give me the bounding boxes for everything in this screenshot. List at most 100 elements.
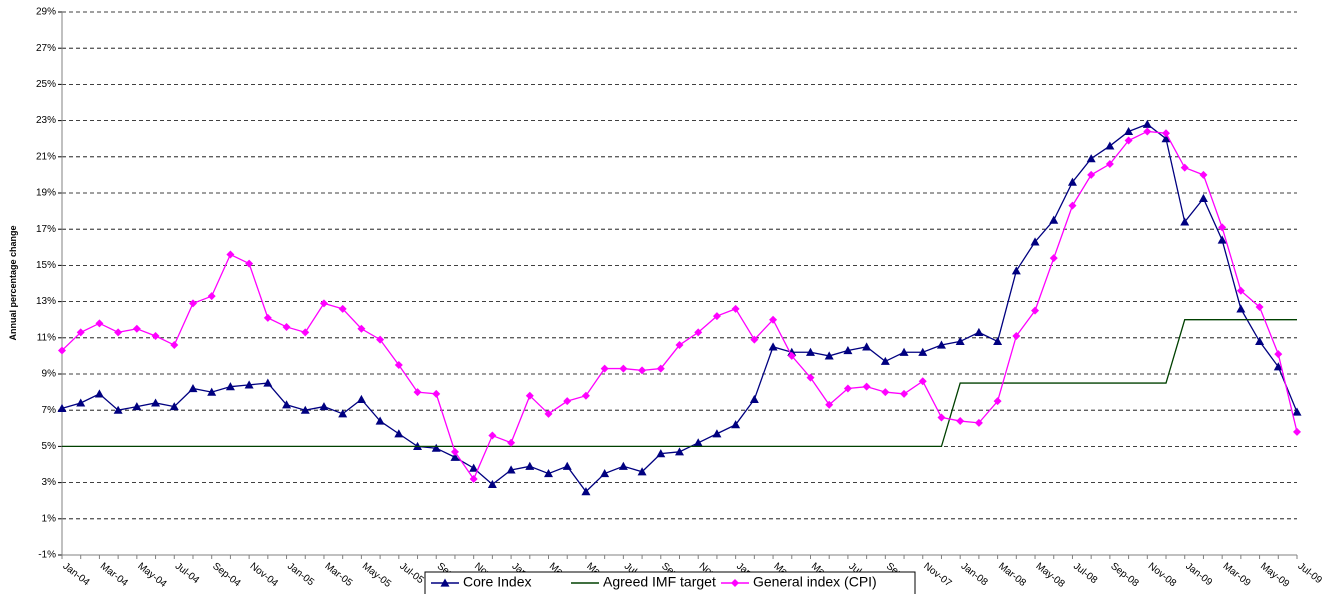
- data-point: [244, 380, 254, 389]
- data-point: [993, 397, 1002, 406]
- data-point: [507, 438, 516, 447]
- data-point: [675, 447, 684, 456]
- data-point: [581, 391, 590, 400]
- data-point: [993, 336, 1003, 346]
- y-axis-label: Annual percentage change: [8, 225, 18, 340]
- data-point: [225, 382, 235, 391]
- data-point: [263, 313, 272, 322]
- data-point: [1217, 235, 1227, 244]
- data-point: [132, 324, 141, 333]
- data-point: [544, 409, 553, 418]
- data-point: [1049, 215, 1059, 224]
- data-point: [749, 394, 759, 403]
- data-point: [1255, 303, 1264, 312]
- data-point: [469, 463, 479, 472]
- data-point: [132, 402, 142, 411]
- data-point: [207, 292, 216, 301]
- legend-marker: [440, 578, 450, 587]
- data-point: [1198, 193, 1208, 203]
- data-point: [188, 299, 197, 308]
- data-point: [805, 347, 815, 356]
- data-point: [169, 402, 179, 411]
- data-point: [1236, 286, 1245, 295]
- data-point: [76, 398, 86, 407]
- x-tick-label: Jan-05: [285, 561, 316, 589]
- data-point: [301, 328, 310, 337]
- data-point: [170, 341, 179, 350]
- data-point: [357, 324, 366, 333]
- data-point: [787, 347, 797, 356]
- data-point: [900, 389, 909, 398]
- data-point: [1105, 141, 1115, 150]
- x-tick-label: Jan-04: [61, 561, 92, 589]
- data-point: [768, 342, 778, 351]
- data-point: [76, 328, 85, 337]
- data-point: [1011, 266, 1021, 275]
- data-point: [394, 429, 404, 438]
- data-point: [619, 364, 628, 373]
- y-tick-label: 19%: [36, 188, 56, 199]
- y-tick-label: 15%: [36, 260, 56, 271]
- data-point: [1086, 154, 1096, 163]
- data-point: [937, 413, 946, 422]
- data-point: [974, 418, 983, 427]
- data-point: [300, 405, 310, 414]
- data-point: [469, 474, 478, 483]
- y-tick-label: 21%: [36, 151, 56, 162]
- data-point: [862, 342, 872, 351]
- x-tick-label: Jan-08: [959, 561, 990, 589]
- y-tick-label: 29%: [36, 7, 56, 18]
- series-line: [62, 319, 1297, 448]
- x-tick-label: Mar-05: [322, 561, 354, 589]
- data-point: [319, 299, 328, 308]
- x-tick-label: May-08: [1034, 561, 1067, 590]
- data-point: [263, 378, 273, 387]
- data-point: [188, 383, 198, 393]
- data-point: [824, 351, 834, 360]
- data-point: [1180, 163, 1189, 172]
- data-point: [918, 347, 928, 356]
- data-point: [656, 364, 665, 373]
- data-point: [94, 389, 104, 398]
- data-point: [843, 384, 852, 393]
- data-point: [1124, 136, 1133, 145]
- data-point: [487, 479, 497, 489]
- x-tick-label: Jan-09: [1183, 561, 1214, 589]
- data-point: [563, 397, 572, 406]
- data-point: [1161, 134, 1171, 143]
- y-tick-label: 25%: [36, 79, 56, 90]
- x-tick-label: May-09: [1258, 561, 1291, 590]
- data-point: [413, 388, 422, 397]
- x-tick-label: Mar-08: [996, 561, 1028, 589]
- data-point: [58, 346, 66, 355]
- data-point: [769, 315, 778, 324]
- data-point: [750, 335, 759, 344]
- y-tick-label: 7%: [42, 405, 57, 416]
- data-point: [862, 382, 871, 391]
- data-point: [1124, 126, 1134, 136]
- data-point: [57, 403, 67, 412]
- series-line: [61, 123, 1298, 493]
- data-point: [245, 259, 254, 268]
- y-tick-label: -1%: [38, 550, 56, 561]
- legend-label: Agreed IMF target: [603, 574, 716, 590]
- data-point: [151, 331, 160, 340]
- x-tick-label: Mar-04: [98, 561, 130, 589]
- data-point: [338, 409, 348, 418]
- data-point: [974, 327, 984, 336]
- x-tick-label: Nov-08: [1146, 561, 1179, 590]
- series-line: [61, 130, 1298, 481]
- data-point: [918, 377, 927, 386]
- x-tick-label: May-04: [135, 561, 168, 590]
- data-point: [95, 319, 104, 328]
- x-tick-label: Jul-08: [1071, 561, 1100, 587]
- data-point: [1293, 427, 1301, 436]
- legend-marker: [731, 579, 739, 587]
- data-point: [843, 345, 853, 355]
- data-point: [319, 402, 329, 411]
- data-point: [207, 387, 217, 396]
- y-tick-label: 13%: [36, 296, 56, 307]
- data-point: [581, 487, 591, 496]
- data-point: [525, 391, 534, 400]
- x-tick-label: Nov-07: [921, 561, 954, 590]
